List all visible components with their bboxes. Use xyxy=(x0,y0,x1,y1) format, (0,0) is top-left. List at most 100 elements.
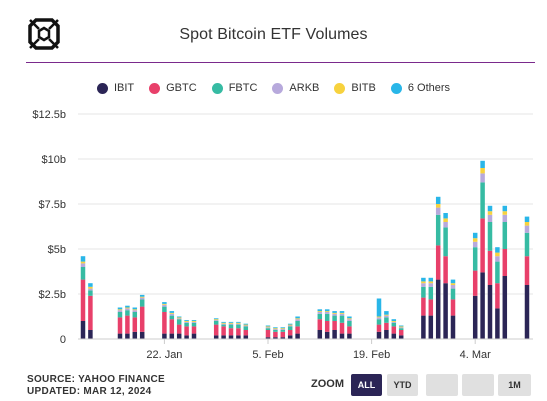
bar-segment-fbtc xyxy=(317,313,323,320)
bar-segment-bitb xyxy=(213,319,219,321)
bar-segment-arkb xyxy=(176,318,182,320)
bar-segment-arkb xyxy=(428,283,434,287)
bar-segment-arkb xyxy=(295,319,300,321)
bar-segment-bitb xyxy=(191,321,197,322)
bar-segment-bitb xyxy=(487,211,493,215)
bar-segment-fbtc xyxy=(228,324,234,329)
bar-segment-ibit xyxy=(132,331,138,339)
bar-segment-bitb xyxy=(265,326,271,328)
legend-dot-icon xyxy=(96,82,108,94)
bar-segment-fbtc xyxy=(139,299,145,307)
bar-segment-arkb xyxy=(236,323,241,325)
y-tick-label: $10b xyxy=(42,154,66,166)
bar-segment-6-others xyxy=(480,160,485,168)
bar-segment-bitb xyxy=(228,322,234,324)
bar-segment-fbtc xyxy=(384,317,389,323)
bar-segment-ibit xyxy=(265,337,271,339)
bar-segment-fbtc xyxy=(132,312,138,318)
zoom-button-ytd[interactable]: YTD xyxy=(387,374,418,396)
bar-segment-ibit xyxy=(88,330,93,339)
bar-segment-bitb xyxy=(502,211,508,215)
bar-segment-arkb xyxy=(421,283,426,287)
bar-segment-ibit xyxy=(273,337,278,339)
legend-item-fbtc[interactable]: FBTC xyxy=(211,82,258,94)
bar-segment-gbtc xyxy=(443,256,448,284)
bar-segment-arkb xyxy=(376,317,382,320)
bar-segment-gbtc xyxy=(347,326,352,334)
bar-segment-6-others xyxy=(317,309,323,312)
bar-segment-bitb xyxy=(384,314,389,316)
bar-segment-arkb xyxy=(280,329,286,330)
bar-segment-fbtc xyxy=(332,315,337,321)
bar-segment-gbtc xyxy=(221,326,226,336)
legend-item-gbtc[interactable]: GBTC xyxy=(149,82,197,94)
bar-segment-fbtc xyxy=(495,261,500,284)
bar-segment-6-others xyxy=(332,311,337,313)
x-tick-label: 19. Feb xyxy=(353,349,390,361)
legend-item-ibit[interactable]: IBIT xyxy=(96,82,134,94)
bar-segment-gbtc xyxy=(191,326,197,334)
chart-footer: SOURCE: YAHOO FINANCE UPDATED: MAR 12, 2… xyxy=(27,374,165,398)
bar-segment-fbtc xyxy=(443,227,448,257)
bar-segment-6-others xyxy=(428,277,434,282)
bar-segment-fbtc xyxy=(435,214,441,246)
bar-segment-6-others xyxy=(495,247,500,253)
bar-segment-6-others xyxy=(502,205,508,212)
legend-item-arkb[interactable]: ARKB xyxy=(272,82,319,94)
bar-segment-arkb xyxy=(435,207,441,215)
bar-segment-6-others xyxy=(169,311,175,313)
bar-segment-arkb xyxy=(184,321,189,323)
bar-segment-arkb xyxy=(324,312,330,314)
bar-segment-ibit xyxy=(347,333,352,339)
bar-segment-arkb xyxy=(228,323,234,325)
bar-segment-6-others xyxy=(295,316,300,319)
bar-segment-fbtc xyxy=(265,328,271,330)
zoom-button-1m[interactable]: 1M xyxy=(498,374,531,396)
bar-segment-bitb xyxy=(495,252,500,257)
bar-segment-6-others xyxy=(443,213,448,219)
bar-segment-gbtc xyxy=(339,322,345,334)
bar-segment-6-others xyxy=(273,327,278,329)
bar-segment-bitb xyxy=(132,309,138,311)
bar-segment-6-others xyxy=(435,196,441,204)
bar-segment-arkb xyxy=(273,329,278,330)
bar-segment-ibit xyxy=(472,295,478,339)
bar-segment-ibit xyxy=(495,308,500,339)
bar-segment-bitb xyxy=(435,204,441,208)
bar-segment-fbtc xyxy=(280,330,286,332)
bar-segment-arkb xyxy=(443,222,448,228)
legend-item-bitb[interactable]: BITB xyxy=(334,82,376,94)
bar-segment-fbtc xyxy=(376,319,382,325)
bar-segment-fbtc xyxy=(472,247,478,271)
bar-segment-arkb xyxy=(221,323,226,325)
zoom-button-option-2[interactable] xyxy=(426,374,458,396)
bar-segment-gbtc xyxy=(184,326,189,336)
legend-item-6-others[interactable]: 6 Others xyxy=(390,82,450,94)
source-text: SOURCE: YAHOO FINANCE xyxy=(27,374,165,385)
zoom-button-option-3[interactable] xyxy=(462,374,494,396)
bar-segment-gbtc xyxy=(139,306,145,332)
legend-label: BITB xyxy=(351,82,376,94)
bar-segment-bitb xyxy=(376,316,382,318)
bar-segment-gbtc xyxy=(176,324,182,334)
bar-segment-ibit xyxy=(228,335,234,339)
bar-segment-fbtc xyxy=(480,182,485,219)
bar-segment-6-others xyxy=(243,323,249,325)
bar-segment-bitb xyxy=(80,261,86,264)
bar-segment-ibit xyxy=(213,335,219,339)
legend-label: FBTC xyxy=(228,82,258,94)
bar-segment-ibit xyxy=(117,333,123,339)
bar-segment-arkb xyxy=(132,310,138,312)
bar-segment-fbtc xyxy=(502,222,508,249)
bar-segment-ibit xyxy=(398,335,404,339)
bar-segment-bitb xyxy=(117,309,123,311)
zoom-button-all[interactable]: ALL xyxy=(351,374,382,396)
bar-segment-arkb xyxy=(487,214,493,222)
bar-segment-fbtc xyxy=(391,322,397,327)
bar-segment-bitb xyxy=(221,322,226,324)
bar-segment-ibit xyxy=(524,285,530,339)
bar-segment-fbtc xyxy=(421,286,426,298)
bar-segment-gbtc xyxy=(213,324,219,336)
bar-segment-gbtc xyxy=(236,328,241,336)
y-tick-label: 0 xyxy=(60,334,66,346)
